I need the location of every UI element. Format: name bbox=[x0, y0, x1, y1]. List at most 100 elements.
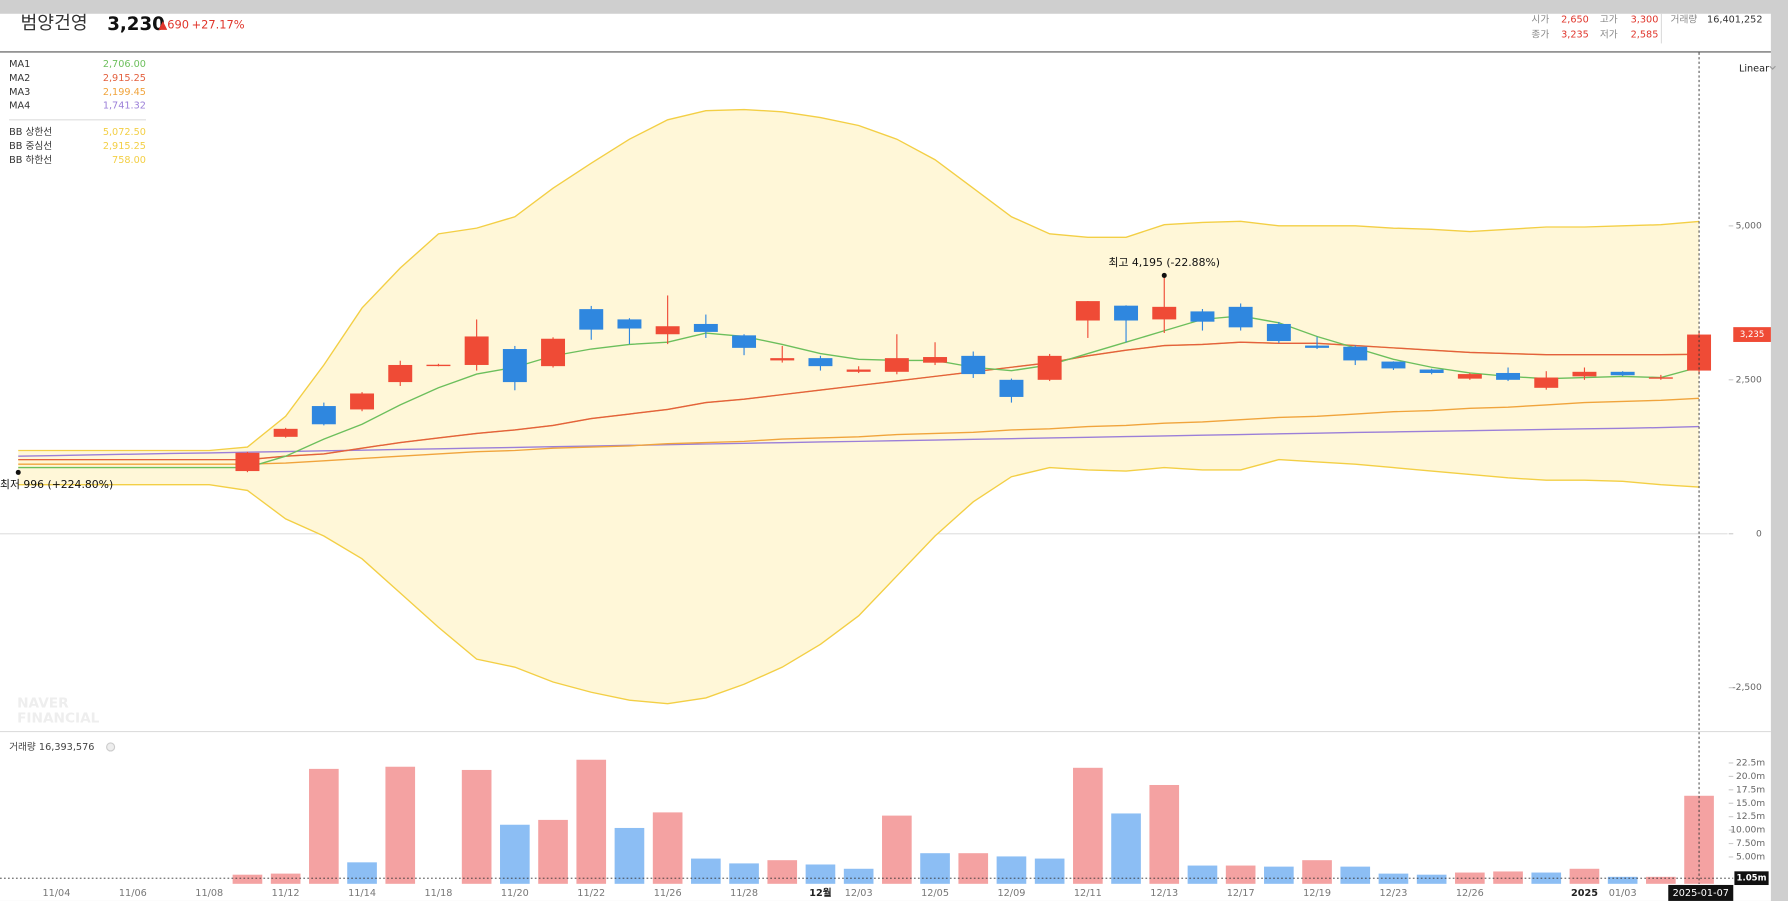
x-tick-label: 11/20 bbox=[501, 888, 529, 899]
candle-body bbox=[655, 326, 680, 335]
candle-body bbox=[884, 358, 909, 372]
candle-body bbox=[1534, 377, 1559, 388]
volume-tick-label: 22.5m bbox=[1736, 758, 1765, 768]
scale-chevron[interactable] bbox=[1769, 65, 1776, 70]
stat-label: 시가 bbox=[1531, 13, 1549, 25]
candle-body bbox=[732, 335, 757, 348]
candle-body bbox=[273, 428, 298, 437]
candle-body bbox=[502, 349, 527, 383]
stock-name: 범양건영 bbox=[21, 13, 88, 34]
x-tick-label: 12/26 bbox=[1456, 888, 1484, 899]
candle-body bbox=[1228, 306, 1253, 328]
volume-bar bbox=[843, 868, 874, 884]
x-tick-label: 11/06 bbox=[119, 888, 147, 899]
candle-body bbox=[541, 338, 566, 367]
crosshair-value: 1.05m bbox=[1737, 874, 1767, 884]
candle-body bbox=[770, 358, 795, 361]
legend-label: MA4 bbox=[9, 101, 30, 112]
stat-value: 3,235 bbox=[1561, 29, 1589, 40]
candle-body bbox=[846, 369, 871, 372]
candle-body bbox=[1190, 311, 1215, 322]
legend-label: BB 상한선 bbox=[9, 126, 52, 138]
volume-tick-label: 12.5m bbox=[1736, 812, 1765, 822]
stat-label: 종가 bbox=[1531, 28, 1549, 40]
volume-bar bbox=[767, 860, 798, 884]
x-tick-label: 11/22 bbox=[577, 888, 605, 899]
stat-value: 2,585 bbox=[1631, 29, 1659, 40]
crosshair-value-box bbox=[1734, 871, 1769, 886]
legend-value: 5,072.50 bbox=[103, 127, 146, 138]
volume-bar bbox=[652, 812, 683, 884]
volume-bar bbox=[1340, 866, 1371, 884]
x-tick-label: 12/09 bbox=[997, 888, 1025, 899]
x-tick-label: 11/04 bbox=[42, 888, 70, 899]
legend-label: BB 중심선 bbox=[9, 140, 52, 152]
volume-bar bbox=[1187, 865, 1218, 884]
y-tick-label: 0 bbox=[1756, 529, 1762, 539]
volume-bar bbox=[576, 759, 607, 884]
indicator-line bbox=[18, 108, 1700, 452]
candle-body bbox=[1648, 377, 1673, 379]
x-tick-label: 12/03 bbox=[845, 888, 873, 899]
indicator-line bbox=[18, 425, 1700, 457]
stat-label: 거래량 bbox=[1671, 13, 1698, 25]
volume-bar bbox=[996, 856, 1027, 884]
x-tick-label: 11/12 bbox=[272, 888, 300, 899]
candle-body bbox=[1152, 306, 1177, 320]
candle-body bbox=[1075, 301, 1100, 321]
volume-bar bbox=[729, 863, 759, 884]
volume-tick-label: 15.0m bbox=[1736, 799, 1765, 809]
candle-body bbox=[579, 309, 604, 330]
legend-value: 758.00 bbox=[112, 155, 146, 166]
watermark: FINANCIAL bbox=[17, 710, 100, 726]
settings-icon[interactable] bbox=[106, 742, 116, 752]
x-tick-label: 12/17 bbox=[1227, 888, 1255, 899]
volume-bar bbox=[1569, 868, 1600, 884]
candle-body bbox=[1037, 355, 1062, 380]
volume-bar bbox=[461, 769, 492, 884]
legend-value: 2,199.45 bbox=[103, 87, 146, 98]
x-tick-label: 11/14 bbox=[348, 888, 376, 899]
price-change: ▲690 bbox=[159, 18, 190, 32]
volume-bar bbox=[882, 815, 912, 884]
volume-tick-label: 5.00m bbox=[1736, 852, 1765, 862]
x-tick-label: 01/03 bbox=[1609, 888, 1637, 899]
volume-bar bbox=[1416, 874, 1447, 884]
volume-tick-label: 17.5m bbox=[1736, 785, 1765, 795]
stat-value: 2,650 bbox=[1561, 14, 1589, 25]
indicator-line bbox=[18, 458, 1700, 705]
plot-layers: -2,500 0 2,500 5,000 최고 4,195 (-22.88%) 최저 99… bbox=[0, 52, 1771, 901]
candle-body bbox=[464, 336, 489, 365]
price-tag-label: 3,235 bbox=[1740, 330, 1764, 340]
indicator-line bbox=[18, 397, 1700, 465]
stat-label: 저가 bbox=[1600, 28, 1618, 40]
candle-body bbox=[350, 393, 375, 410]
candle-body bbox=[311, 406, 336, 425]
candle-body bbox=[426, 364, 451, 367]
volume-bar bbox=[1225, 865, 1256, 884]
volume-bar bbox=[1378, 873, 1409, 884]
volume-bar bbox=[500, 824, 530, 884]
y-tick-label: 2,500 bbox=[1736, 375, 1762, 385]
legend-label: MA2 bbox=[9, 73, 30, 84]
stock-price: 3,230 bbox=[107, 14, 165, 35]
candle-body bbox=[1572, 371, 1597, 377]
volume-bar bbox=[538, 819, 568, 884]
candle-body bbox=[923, 357, 948, 363]
candle-body bbox=[1610, 371, 1635, 376]
legend-value: 2,915.25 bbox=[103, 141, 146, 152]
x-tick-label: 11/26 bbox=[654, 888, 682, 899]
scale-toggle[interactable]: Linear bbox=[1739, 63, 1769, 74]
volume-bar bbox=[232, 874, 263, 884]
volume-bar bbox=[1073, 767, 1103, 884]
volume-bar bbox=[805, 864, 836, 884]
volume-bar bbox=[385, 766, 416, 884]
annotation-dot bbox=[1161, 272, 1167, 278]
volume-bar bbox=[1607, 876, 1638, 884]
legend-label: MA3 bbox=[9, 87, 30, 98]
stat-value: 16,401,252 bbox=[1707, 14, 1762, 25]
candle-body bbox=[1305, 345, 1330, 348]
volume-bar bbox=[1646, 876, 1676, 884]
